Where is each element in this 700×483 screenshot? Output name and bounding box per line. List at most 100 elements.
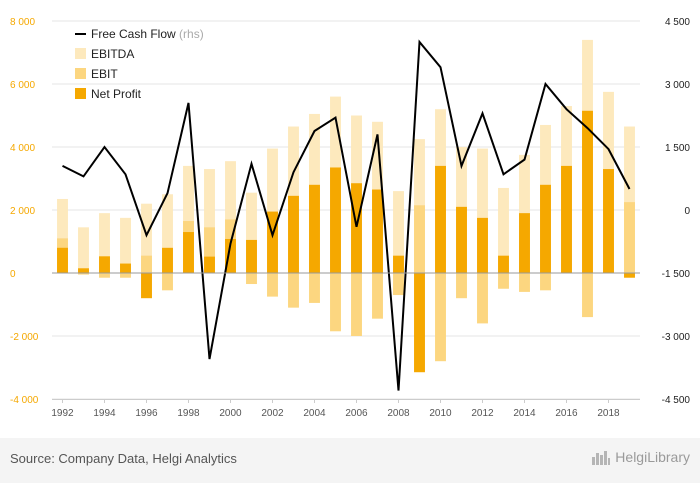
bar-ebit xyxy=(456,273,467,299)
bar-net-profit xyxy=(246,239,257,273)
bar-ebit xyxy=(582,273,593,318)
bar-net-profit xyxy=(120,263,131,273)
y-right-tick-label: -4 500 xyxy=(662,395,691,406)
bar-ebit xyxy=(330,273,341,332)
bar-ebit xyxy=(624,202,635,273)
bar-ebit xyxy=(309,273,320,303)
y-left-tick-label: 2 000 xyxy=(10,206,35,217)
bar-net-profit xyxy=(330,167,341,273)
y-left-tick-label: -2 000 xyxy=(10,332,39,343)
bar-ebit xyxy=(540,273,551,291)
y-right-tick-label: 0 xyxy=(684,206,690,217)
y-left-tick-label: 0 xyxy=(10,269,16,280)
bar-ebit xyxy=(78,273,89,275)
y-right-tick-label: 3 000 xyxy=(665,80,690,91)
bar-ebitda xyxy=(99,213,110,273)
bar-ebit xyxy=(435,273,446,362)
bar-ebit xyxy=(141,255,152,273)
x-tick-label: 2004 xyxy=(303,408,326,419)
bar-net-profit xyxy=(624,273,635,278)
y-left-tick-label: 4 000 xyxy=(10,143,35,154)
legend-label-text: Net Profit xyxy=(91,87,142,101)
bar-net-profit xyxy=(204,256,215,273)
bar-ebitda xyxy=(498,187,509,273)
bar-net-profit xyxy=(414,273,425,373)
y-right-tick-label: 4 500 xyxy=(665,17,690,28)
bar-net-profit xyxy=(99,256,110,273)
bar-ebitda xyxy=(267,148,278,273)
bar-ebitda xyxy=(393,191,404,273)
x-tick-label: 2012 xyxy=(471,408,494,419)
axes: 8 000 6 000 4 000 2 000 0 -2 000 -4 000 4 500 3 … xyxy=(10,17,690,419)
bar-net-profit xyxy=(267,211,278,273)
legend: Free Cash Flow (rhs) EBITDA EBIT Net Profit xyxy=(75,27,204,101)
bar-ebit xyxy=(204,227,215,273)
y-left-tick-label: 8 000 xyxy=(10,17,35,28)
x-tick-label: 2014 xyxy=(513,408,536,419)
bar-net-profit xyxy=(78,268,89,273)
bar-net-profit xyxy=(519,213,530,273)
bar-ebitda xyxy=(183,165,194,273)
bar-ebit xyxy=(351,273,362,336)
bar-net-profit xyxy=(57,247,68,273)
y-right-tick-label: 1 500 xyxy=(665,143,690,154)
y-right-tick-label: -1 500 xyxy=(662,269,691,280)
bar-net-profit xyxy=(309,184,320,273)
x-tick-label: 2008 xyxy=(387,408,410,419)
legend-label-free-cash-flow: Free Cash Flow (rhs) xyxy=(91,27,204,41)
bar-ebit xyxy=(393,273,404,296)
bar-ebit xyxy=(519,273,530,292)
y-left-tick-label: 6 000 xyxy=(10,80,35,91)
bar-ebitda xyxy=(477,148,488,273)
bar-ebit xyxy=(246,273,257,285)
fcf-line xyxy=(62,39,631,391)
bar-ebitda xyxy=(246,192,257,273)
bar-net-profit xyxy=(456,206,467,273)
legend-label-ebitda: EBITDA xyxy=(91,47,134,61)
bar-net-profit xyxy=(141,273,152,299)
bar-net-profit xyxy=(477,217,488,273)
bar-net-profit xyxy=(582,110,593,274)
bar-net-profit xyxy=(435,165,446,273)
combo-chart: 8 000 6 000 4 000 2 000 0 -2 000 -4 000 4 500 3 … xyxy=(10,17,690,419)
x-tick-label: 1996 xyxy=(135,408,158,419)
x-tick-label: 2002 xyxy=(261,408,284,419)
bar-ebitda xyxy=(624,126,635,274)
legend-label-text: Free Cash Flow xyxy=(91,27,176,41)
x-tick-label: 1994 xyxy=(93,408,116,419)
bar-ebit xyxy=(162,273,173,291)
bar-ebitda xyxy=(204,169,215,273)
y-left-tick-label: -4 000 xyxy=(10,395,39,406)
legend-swatch-net-profit xyxy=(75,88,86,99)
bars xyxy=(57,39,635,373)
bar-ebitda xyxy=(120,217,131,273)
legend-label-suffix: (rhs) xyxy=(176,27,204,41)
legend-label-text: EBIT xyxy=(91,67,118,81)
source-note: Source: Company Data, Helgi Analytics xyxy=(10,451,237,466)
bar-ebit xyxy=(288,273,299,308)
x-tick-label: 2000 xyxy=(219,408,242,419)
legend-label-text: EBITDA xyxy=(91,47,134,61)
legend-swatch-ebit xyxy=(75,68,86,79)
footer-band xyxy=(0,438,700,483)
bar-ebitda xyxy=(225,161,236,273)
fcf-line-layer xyxy=(62,39,631,391)
bar-ebit xyxy=(477,273,488,324)
x-tick-label: 1992 xyxy=(51,408,74,419)
bar-ebit xyxy=(372,273,383,319)
bar-ebit xyxy=(498,273,509,289)
x-tick-label: 1998 xyxy=(177,408,200,419)
bar-net-profit xyxy=(183,232,194,273)
legend-label-ebit: EBIT xyxy=(91,67,118,81)
bar-net-profit xyxy=(540,184,551,273)
bar-ebitda xyxy=(78,227,89,273)
bar-net-profit xyxy=(351,183,362,273)
legend-label-net-profit: Net Profit xyxy=(91,87,142,101)
skyline-icon xyxy=(592,451,611,466)
bar-ebitda xyxy=(57,198,68,273)
bar-ebit xyxy=(99,273,110,278)
x-tick-label: 2018 xyxy=(597,408,620,419)
helgi-library-logo: HelgiLibrary xyxy=(591,449,690,466)
x-tick-label: 2010 xyxy=(429,408,452,419)
bar-net-profit xyxy=(372,189,383,273)
